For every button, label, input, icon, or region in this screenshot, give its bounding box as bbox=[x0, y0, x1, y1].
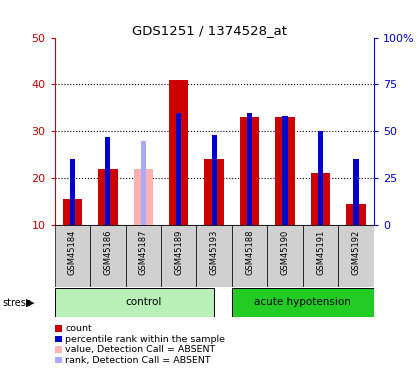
Text: GSM45193: GSM45193 bbox=[210, 230, 219, 275]
Text: GSM45188: GSM45188 bbox=[245, 230, 254, 276]
Bar bbox=[176, 112, 181, 225]
Text: ▶: ▶ bbox=[26, 298, 34, 307]
Bar bbox=[318, 131, 323, 225]
Bar bbox=[63, 199, 82, 225]
Bar bbox=[346, 204, 366, 225]
Text: value, Detection Call = ABSENT: value, Detection Call = ABSENT bbox=[65, 345, 215, 354]
Text: GSM45186: GSM45186 bbox=[103, 230, 112, 276]
Bar bbox=[161, 225, 197, 287]
Text: GSM45187: GSM45187 bbox=[139, 230, 148, 276]
Text: percentile rank within the sample: percentile rank within the sample bbox=[65, 334, 225, 344]
Bar bbox=[232, 288, 374, 317]
Bar bbox=[105, 137, 110, 225]
Bar bbox=[205, 159, 224, 225]
Bar bbox=[55, 288, 214, 317]
Bar bbox=[98, 169, 118, 225]
Bar bbox=[339, 225, 374, 287]
Bar bbox=[134, 169, 153, 225]
Bar bbox=[303, 225, 339, 287]
Bar bbox=[70, 159, 75, 225]
Text: GDS1251 / 1374528_at: GDS1251 / 1374528_at bbox=[132, 24, 288, 38]
Bar bbox=[268, 225, 303, 287]
Bar bbox=[283, 116, 288, 225]
Bar bbox=[169, 80, 189, 225]
Text: acute hypotension: acute hypotension bbox=[255, 297, 351, 307]
Text: GSM45192: GSM45192 bbox=[352, 230, 360, 275]
Bar bbox=[90, 225, 126, 287]
Bar bbox=[126, 225, 161, 287]
Bar bbox=[197, 225, 232, 287]
Text: GSM45190: GSM45190 bbox=[281, 230, 290, 275]
Bar bbox=[55, 225, 90, 287]
Text: rank, Detection Call = ABSENT: rank, Detection Call = ABSENT bbox=[65, 356, 211, 364]
Text: count: count bbox=[65, 324, 92, 333]
Bar bbox=[276, 117, 295, 225]
Bar bbox=[240, 117, 260, 225]
Text: GSM45189: GSM45189 bbox=[174, 230, 183, 275]
Bar bbox=[212, 135, 217, 225]
Text: GSM45184: GSM45184 bbox=[68, 230, 77, 275]
Bar bbox=[311, 173, 331, 225]
Bar bbox=[232, 225, 268, 287]
Bar bbox=[353, 159, 359, 225]
Bar bbox=[141, 141, 146, 225]
Text: GSM45191: GSM45191 bbox=[316, 230, 325, 275]
Text: control: control bbox=[125, 297, 161, 307]
Text: stress: stress bbox=[2, 298, 31, 307]
Bar bbox=[247, 112, 252, 225]
